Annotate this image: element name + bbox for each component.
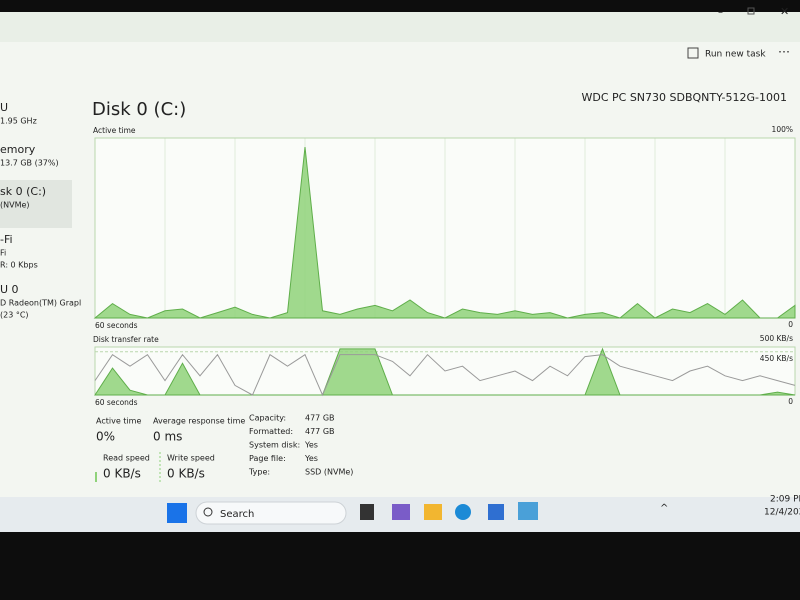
sidebar-detail: (NVMe) (0, 201, 30, 210)
selected-item (0, 180, 72, 228)
stat-label: Read speed (103, 454, 150, 463)
close-button[interactable]: ✕ (780, 5, 789, 18)
sidebar-name: U 0 (0, 283, 19, 296)
sidebar-detail: Fi (0, 249, 6, 258)
app-icon[interactable] (424, 504, 442, 520)
property-label: Formatted: (249, 427, 293, 436)
property-label: Type: (248, 468, 270, 477)
app-icon[interactable] (360, 504, 374, 520)
sidebar-detail: (23 °C) (0, 311, 29, 320)
start-button[interactable] (167, 503, 187, 523)
property-value: 477 GB (305, 414, 335, 423)
title-bar (0, 12, 800, 42)
chart-title: Active time (93, 126, 136, 135)
y-tick-label: 450 KB/s (760, 354, 793, 363)
app-icon[interactable] (518, 502, 538, 520)
clock-time[interactable]: 2:09 PM (770, 495, 800, 505)
property-value: SSD (NVMe) (305, 468, 353, 477)
app-icon[interactable] (455, 504, 471, 520)
line (94, 353, 796, 397)
property-label: System disk: (249, 441, 300, 450)
sidebar-name: U (0, 101, 8, 114)
more-button[interactable]: ⋯ (778, 45, 790, 59)
y-tick-label: 500 KB/s (760, 334, 793, 343)
property-value: Yes (304, 441, 318, 450)
search-box[interactable] (195, 501, 347, 525)
y-tick-label: 0 (788, 320, 793, 329)
maximize-button[interactable] (747, 7, 755, 15)
stat-label: Active time (96, 417, 141, 426)
area (93, 146, 796, 319)
search-text[interactable]: Search (220, 509, 254, 520)
property-value: Yes (304, 454, 318, 463)
stat-value: 0% (96, 430, 115, 444)
minimize-button[interactable]: – (718, 7, 723, 18)
app-icon[interactable] (392, 504, 410, 520)
sidebar-detail: R: 0 Kbps (0, 261, 38, 270)
y-tick-label: 100% (772, 125, 793, 134)
sidebar-detail: 13.7 GB (37%) (0, 159, 59, 168)
app-icon[interactable] (488, 504, 504, 520)
chart-title: Disk transfer rate (93, 335, 159, 344)
area (94, 347, 796, 396)
stat-value: 0 KB/s (103, 467, 141, 481)
stat-value: 0 KB/s (167, 467, 205, 481)
x-axis-label: 60 seconds (95, 398, 138, 407)
disk-model: WDC PC SN730 SDBQNTY-512G-1001 (581, 91, 787, 104)
tray-arrow[interactable]: ^ (660, 503, 668, 514)
stat-value: 0 ms (153, 430, 182, 444)
sidebar-detail: D Radeon(TM) Grapl (0, 299, 81, 308)
property-label: Capacity: (249, 414, 286, 423)
property-value: 477 GB (305, 427, 335, 436)
clock-date[interactable]: 12/4/202 (764, 508, 800, 518)
sidebar-detail: 1.95 GHz (0, 117, 37, 126)
search-icon (203, 507, 213, 517)
run-new-task[interactable]: Run new task (705, 50, 766, 60)
run-task-icon (687, 47, 699, 59)
stat-label: Write speed (167, 454, 215, 463)
disk-title: Disk 0 (C:) (92, 99, 186, 120)
sidebar-name: -Fi (0, 233, 13, 246)
x-axis-label: 60 seconds (95, 321, 138, 330)
property-label: Page file: (249, 454, 286, 463)
y-tick-label: 0 (788, 397, 793, 406)
stat-label: Average response time (153, 417, 245, 426)
sidebar-name: emory (0, 143, 36, 156)
sidebar-name: sk 0 (C:) (0, 185, 46, 198)
